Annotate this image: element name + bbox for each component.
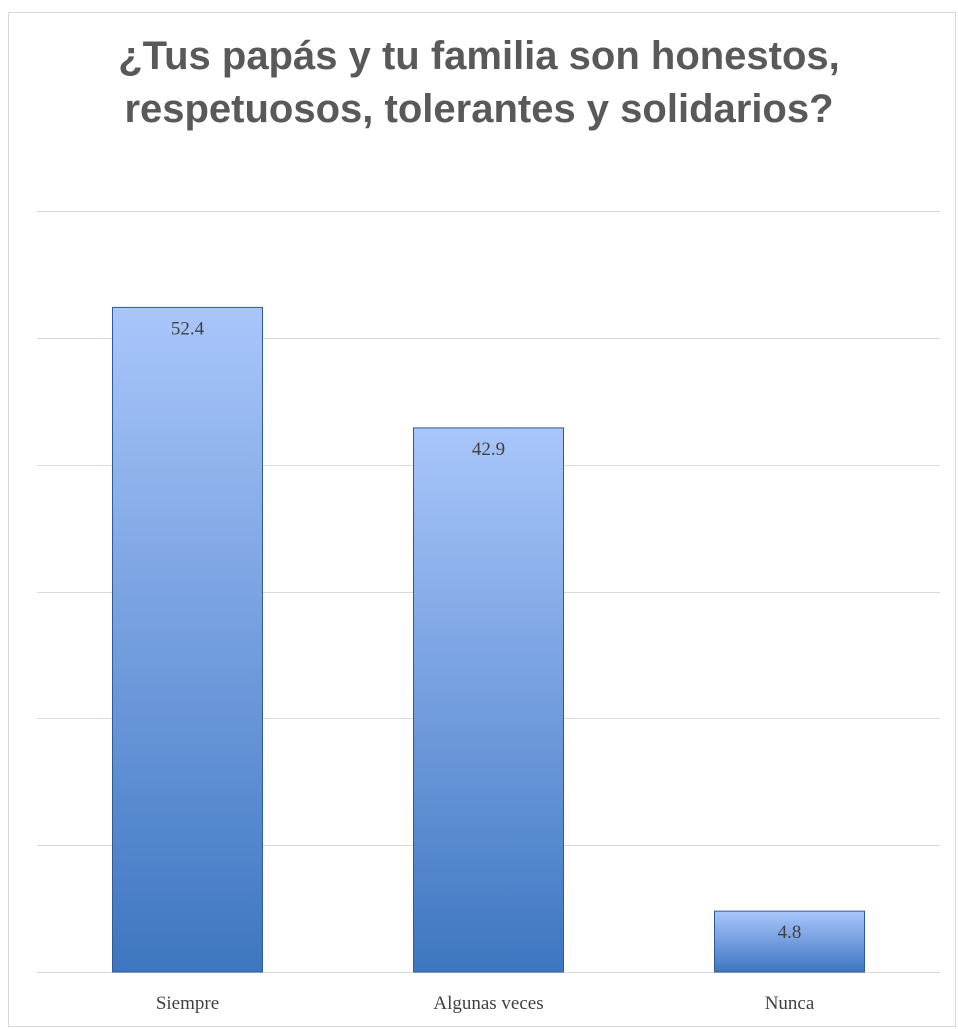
bar-algunas-veces (414, 428, 564, 972)
x-tick-label: Siempre (156, 993, 219, 1014)
x-axis-ticks: Siempre Algunas veces Nunca (156, 993, 815, 1014)
data-label: 4.8 (778, 922, 802, 943)
x-tick-label: Nunca (765, 993, 815, 1014)
data-label: 52.4 (171, 318, 205, 339)
bars (113, 307, 865, 972)
x-tick-label: Algunas veces (433, 993, 543, 1014)
bar-siempre (113, 307, 263, 972)
data-label: 42.9 (472, 439, 505, 460)
